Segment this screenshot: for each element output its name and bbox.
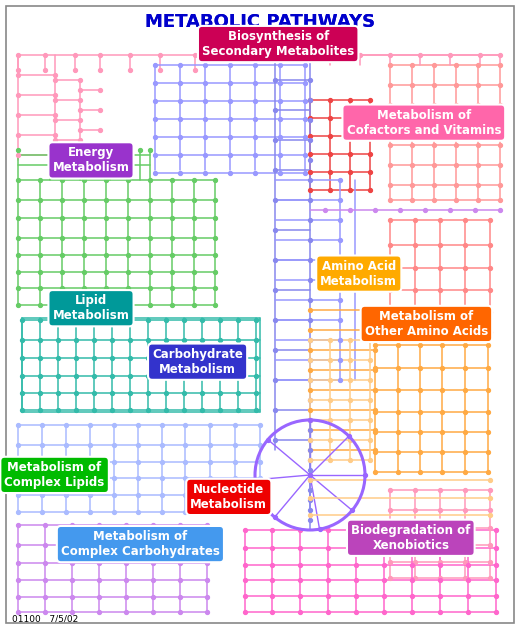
Text: Biodegradation of
Xenobiotics: Biodegradation of Xenobiotics [351,524,471,552]
Text: Nucleotide
Metabolism: Nucleotide Metabolism [190,483,267,511]
Text: Metabolism of
Cofactors and Vitamins: Metabolism of Cofactors and Vitamins [346,109,501,136]
Text: METABOLIC PATHWAYS: METABOLIC PATHWAYS [145,13,375,31]
Text: Metabolism of
Complex Lipids: Metabolism of Complex Lipids [5,461,105,489]
Text: Metabolism of
Other Amino Acids: Metabolism of Other Amino Acids [365,310,488,338]
Text: METABOLIC PATHWAYS: METABOLIC PATHWAYS [145,13,375,31]
Text: Biosynthesis of
Secondary Metabolites: Biosynthesis of Secondary Metabolites [202,30,354,58]
Text: Metabolism of
Complex Carbohydrates: Metabolism of Complex Carbohydrates [61,530,220,558]
Text: Lipid
Metabolism: Lipid Metabolism [53,294,129,322]
Text: Carbohydrate
Metabolism: Carbohydrate Metabolism [152,348,243,376]
Text: Energy
Metabolism: Energy Metabolism [53,147,129,174]
Text: 01100   7/5/02: 01100 7/5/02 [12,615,78,623]
Text: Amino Acid
Metabolism: Amino Acid Metabolism [320,260,397,287]
